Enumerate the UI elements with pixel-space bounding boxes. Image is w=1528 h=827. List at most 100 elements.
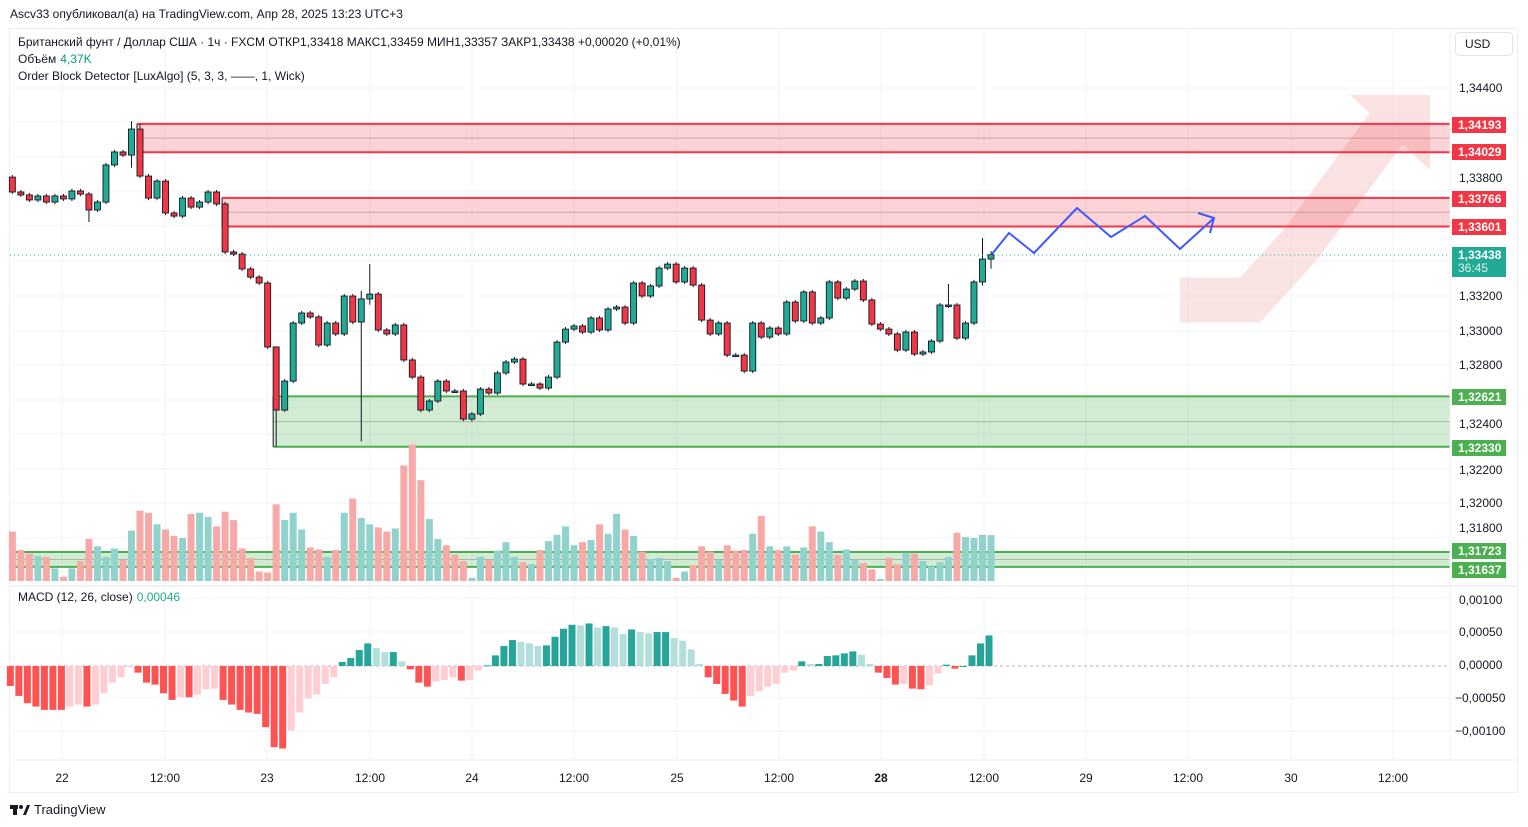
macd-bar [925, 666, 933, 686]
candle [536, 381, 544, 391]
macd-bar [108, 666, 116, 683]
candle-body [51, 195, 59, 203]
candle [230, 249, 238, 257]
macd-bar [160, 666, 168, 694]
candle [859, 279, 867, 303]
macd-bar [798, 661, 806, 666]
macd-bar [832, 655, 840, 666]
candle-body [885, 328, 893, 335]
macd-bar [653, 632, 661, 666]
price-label: 1,32800 [1459, 358, 1503, 372]
candle-body [919, 351, 927, 355]
candle [596, 315, 603, 333]
volume-bar [400, 465, 408, 581]
volume-bar [834, 554, 842, 581]
macd-bar [194, 666, 202, 695]
macd-legend[interactable]: MACD (12, 26, close) 0,00046 [18, 590, 180, 604]
macd-bar [117, 666, 125, 678]
tradingview-icon [10, 804, 30, 815]
candle [162, 178, 169, 216]
candle [451, 388, 459, 394]
candle [417, 375, 425, 413]
candle [281, 379, 289, 413]
macd-bar [483, 665, 491, 667]
macd-bar [602, 626, 610, 666]
volume-bar [476, 556, 484, 581]
candle-body [221, 203, 229, 253]
volume-bar [630, 535, 638, 581]
candle [128, 121, 135, 168]
macd-bar [934, 666, 942, 674]
macd-bar [815, 664, 823, 666]
candle-body [859, 280, 867, 301]
macd-bar [185, 666, 193, 698]
candle [740, 353, 748, 374]
macd-bar [942, 664, 950, 666]
candle-body [502, 361, 510, 374]
macd-bar [959, 666, 967, 667]
candle [366, 264, 374, 305]
volume-bar [987, 535, 995, 581]
volume-bar [255, 571, 263, 581]
indicator-legend[interactable]: Order Block Detector [LuxAlgo] (5, 3, 3,… [18, 69, 305, 83]
candle-body [8, 176, 16, 193]
macd-bar [177, 666, 185, 698]
macd-bar [985, 635, 993, 666]
candle [306, 310, 314, 320]
tradingview-logo[interactable]: TradingView [10, 802, 106, 817]
macd-histogram [6, 623, 993, 749]
volume-bar [893, 564, 901, 581]
candle-body [808, 291, 816, 324]
macd-bar [296, 666, 304, 713]
macd-bar [262, 666, 270, 728]
candle [613, 305, 621, 312]
macd-bar [211, 666, 219, 689]
volume-bar [842, 549, 850, 581]
currency-button[interactable]: USD [1455, 32, 1513, 56]
candle [706, 318, 714, 337]
candle-body [970, 281, 978, 324]
candle [519, 357, 527, 387]
volume-bar [978, 534, 986, 581]
candle [553, 340, 561, 380]
candle [528, 381, 535, 387]
candle-body [545, 376, 552, 389]
macd-bar [508, 640, 516, 666]
volume-bar [459, 561, 467, 581]
macd-bar [40, 666, 48, 710]
volume-bar [179, 537, 187, 581]
candle [93, 199, 101, 213]
macd-bar [372, 648, 380, 666]
macd-bar [840, 653, 848, 666]
candle [893, 331, 901, 353]
volume-bar [851, 560, 859, 581]
candle [672, 262, 680, 285]
candle [757, 320, 765, 340]
candle [910, 329, 918, 357]
candle [42, 193, 50, 205]
volume-bar [25, 553, 33, 581]
candle-body [510, 358, 518, 363]
macd-bar [381, 652, 389, 666]
macd-bar [304, 666, 312, 699]
projection-arrowhead [1197, 212, 1216, 234]
macd-bar [500, 646, 508, 666]
last-price-value: 1,33438 [1458, 248, 1502, 262]
candle [349, 293, 357, 325]
volume-bar [825, 542, 833, 581]
volume-bar [502, 542, 510, 581]
symbol-legend[interactable]: Британский фунт / Доллар США · 1ч · FXCM… [18, 35, 681, 49]
macd-bar [730, 666, 738, 701]
candle-body [842, 288, 850, 299]
volume-legend[interactable]: Объём 4,37K [18, 52, 92, 66]
macd-bar [23, 666, 31, 704]
candle-body [638, 282, 646, 297]
macd-bar [679, 640, 687, 666]
candle-body [706, 319, 714, 335]
volume-bar [638, 551, 646, 581]
candle [25, 192, 33, 203]
macd-axis-label: −0,00050 [1455, 691, 1506, 705]
projection-path[interactable] [991, 206, 1215, 255]
volume-bar [59, 576, 67, 581]
